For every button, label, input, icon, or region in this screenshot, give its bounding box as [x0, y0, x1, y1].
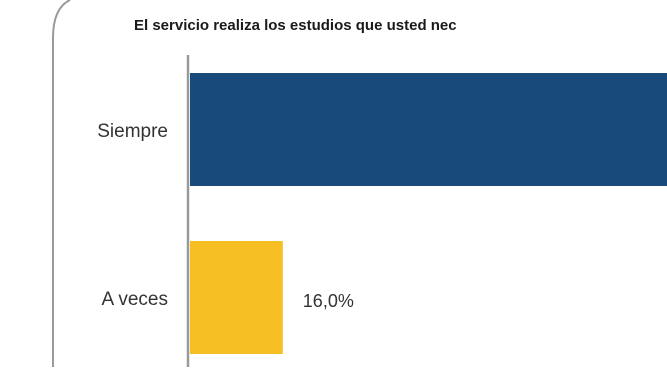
category-label-a-veces: A veces: [101, 289, 168, 310]
chart-title: El servicio realiza los estudios que ust…: [134, 17, 457, 34]
bars-group: Siempre A veces 16,0%: [97, 73, 667, 354]
panel-border: [52, 0, 71, 368]
data-label-a-veces: 16,0%: [303, 291, 354, 311]
category-label-siempre: Siempre: [97, 121, 168, 142]
bar-a-veces: [190, 241, 283, 354]
bar-siempre: [190, 73, 667, 186]
